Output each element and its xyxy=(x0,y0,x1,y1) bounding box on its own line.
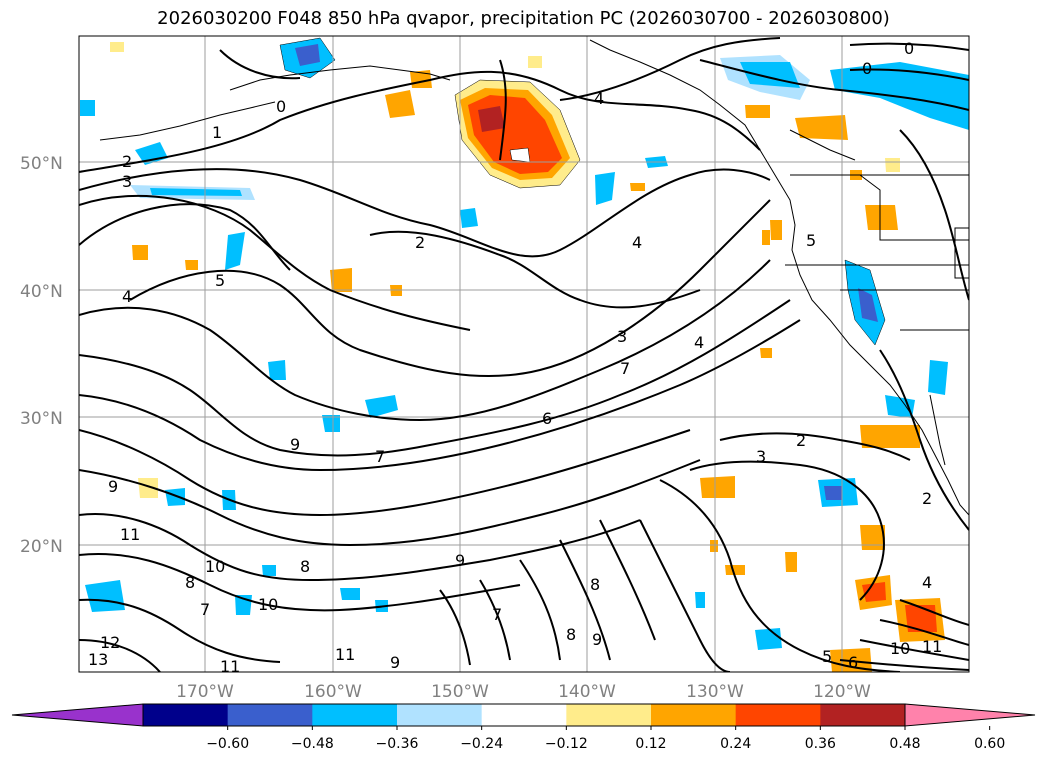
colorbar-tick-label: −0.24 xyxy=(460,736,503,752)
colorbar-tick-label: −0.60 xyxy=(206,736,249,752)
contour-label: 0 xyxy=(276,97,286,116)
map-frame xyxy=(78,35,970,673)
contour-label: 1 xyxy=(212,123,222,142)
lat-label-40n: 40°N xyxy=(20,282,63,302)
lat-label-50n: 50°N xyxy=(20,154,63,174)
colorbar-segment xyxy=(143,704,229,726)
contour-label: 7 xyxy=(620,359,630,378)
contour-label: 7 xyxy=(200,600,210,619)
contour-label: 7 xyxy=(492,605,502,624)
contour-label: 2 xyxy=(922,489,932,508)
colorbar-segment xyxy=(566,704,652,726)
contour-label: 9 xyxy=(290,435,300,454)
contour-label: 6 xyxy=(542,409,552,428)
colorbar-extend-high xyxy=(904,703,1036,727)
contour-label: 4 xyxy=(594,89,604,108)
lon-label-160w: 160°W xyxy=(304,682,362,702)
contour-label: 12 xyxy=(100,633,120,652)
contour-label: 9 xyxy=(592,630,602,649)
lon-label-130w: 130°W xyxy=(686,682,744,702)
colorbar-tick-label: −0.36 xyxy=(376,736,419,752)
colorbar-tick-label: 0.60 xyxy=(974,736,1005,752)
colorbar-segment xyxy=(820,704,906,726)
contour-label: 0 xyxy=(904,39,914,58)
contour-label: 4 xyxy=(694,333,704,352)
contour-label: 8 xyxy=(590,575,600,594)
colorbar-tick-label: 0.48 xyxy=(889,736,920,752)
contour-label: 4 xyxy=(922,573,932,592)
precip-negative-shading xyxy=(80,37,969,650)
contour-label: 10 xyxy=(258,595,278,614)
graticule xyxy=(79,36,969,672)
contour-label: 10 xyxy=(890,639,910,658)
contour-label: 11 xyxy=(922,637,942,656)
contour-label: 3 xyxy=(122,172,132,191)
contour-label: 5 xyxy=(806,231,816,250)
colorbar-tick-label: 0.36 xyxy=(805,736,836,752)
colorbar-segment xyxy=(735,704,821,726)
contour-label: 10 xyxy=(205,557,225,576)
colorbar-segment xyxy=(481,704,567,726)
colorbar-extend-low xyxy=(11,703,144,727)
colorbar-ticks: −0.60 −0.48 −0.36 −0.24 −0.12 0.12 0.24 0.36 0.4… xyxy=(206,726,1005,752)
qvapor-contours xyxy=(79,37,969,672)
contour-label: 8 xyxy=(566,625,576,644)
colorbar-segment xyxy=(227,704,313,726)
contour-label: 11 xyxy=(220,657,240,676)
contour-label: 9 xyxy=(455,551,465,570)
lon-label-140w: 140°W xyxy=(558,682,616,702)
contour-label: 5 xyxy=(822,647,832,666)
lat-label-30n: 30°N xyxy=(20,409,63,429)
colorbar-frame xyxy=(142,703,906,727)
contour-label: 9 xyxy=(390,653,400,672)
contour-labels: 0 1 2 3 4 5 2 4 4 3 4 7 6 2 3 7 9 9 11 1… xyxy=(88,39,942,676)
contour-label: 5 xyxy=(215,271,225,290)
lon-label-150w: 150°W xyxy=(431,682,489,702)
contour-label: 8 xyxy=(185,573,195,592)
contour-label: 7 xyxy=(375,447,385,466)
latitude-axis: 50°N 40°N 30°N 20°N xyxy=(20,154,63,557)
contour-label: 2 xyxy=(415,233,425,252)
lat-label-20n: 20°N xyxy=(20,537,63,557)
contour-label: 3 xyxy=(756,447,766,466)
contour-label: 8 xyxy=(300,557,310,576)
contour-label: 6 xyxy=(848,653,858,672)
colorbar-segment xyxy=(312,704,398,726)
contour-label: 3 xyxy=(617,327,627,346)
colorbar-tick-label: −0.12 xyxy=(545,736,588,752)
contour-label: 0 xyxy=(862,59,872,78)
colorbar-tick-label: −0.48 xyxy=(291,736,334,752)
contour-label: 9 xyxy=(108,477,118,496)
longitude-axis: 170°W 160°W 150°W 140°W 130°W 120°W xyxy=(176,682,871,702)
contour-label: 2 xyxy=(122,152,132,171)
contour-label: 11 xyxy=(120,525,140,544)
colorbar-segment xyxy=(397,704,483,726)
colorbar-segment xyxy=(651,704,737,726)
coastlines xyxy=(99,39,969,516)
contour-label: 2 xyxy=(796,431,806,450)
colorbar: −0.60 −0.48 −0.36 −0.24 −0.12 0.12 0.24 0.36 0.4… xyxy=(11,703,1036,752)
contour-label: 13 xyxy=(88,650,108,669)
contour-label: 4 xyxy=(632,233,642,252)
colorbar-tick-label: 0.24 xyxy=(720,736,751,752)
lon-label-120w: 120°W xyxy=(813,682,871,702)
contour-label: 4 xyxy=(122,287,132,306)
map-title: 2026030200 F048 850 hPa qvapor, precipit… xyxy=(157,8,890,29)
colorbar-segments xyxy=(11,703,1036,727)
colorbar-tick-label: 0.12 xyxy=(635,736,666,752)
lon-label-170w: 170°W xyxy=(176,682,234,702)
contour-label: 11 xyxy=(335,645,355,664)
